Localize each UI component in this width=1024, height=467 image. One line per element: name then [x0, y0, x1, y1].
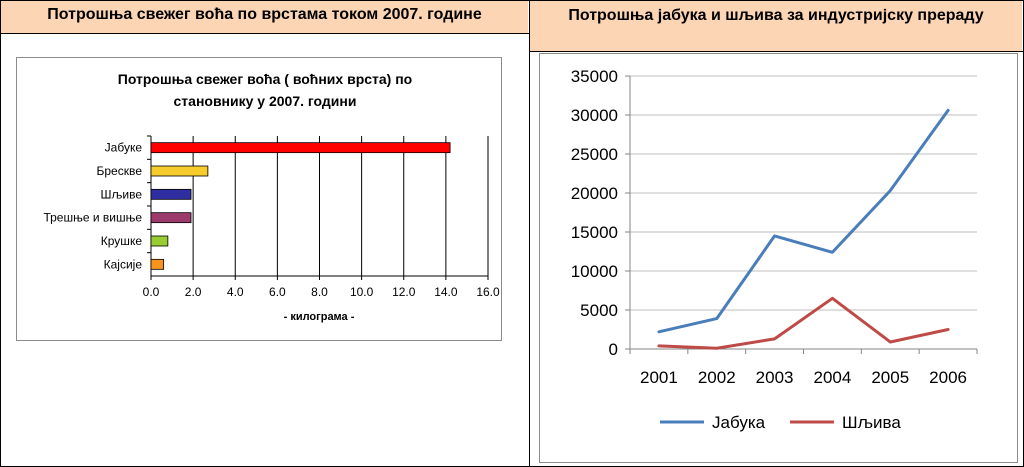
bar-chart: Потрошња свежег воћа ( воћних врста) по … — [43, 71, 500, 323]
right-header-title: Потрошња јабука и шљива за индустријску … — [568, 7, 984, 24]
line-y-tick-label: 0 — [609, 340, 618, 359]
line-series-1 — [657, 296, 950, 350]
bar-3 — [150, 212, 192, 224]
line-y-tick-label: 15000 — [571, 223, 618, 242]
bar-x-tick-label: 4.0 — [227, 285, 244, 299]
line-series-0 — [657, 108, 950, 334]
bar-4 — [150, 235, 169, 247]
bar-x-tick-label: 8.0 — [311, 285, 328, 299]
line-y-tick-label: 10000 — [571, 262, 618, 281]
bar-x-tick-label: 0.0 — [143, 285, 160, 299]
bar-x-tick-label: 14.0 — [434, 285, 458, 299]
bar-category-label: Шљиве — [101, 187, 143, 201]
bar-category-label: Кајсије — [104, 257, 143, 271]
line-x-tick-label: 2003 — [756, 368, 794, 387]
line-y-tick-label: 5000 — [580, 301, 618, 320]
bar-5 — [150, 258, 165, 270]
line-x-tick-label: 2006 — [929, 368, 967, 387]
table-border-top — [0, 0, 1024, 1]
bar-category-label: Јабуке — [105, 141, 143, 155]
right-header-cell: Потрошња јабука и шљива за индустријску … — [530, 1, 1022, 51]
line-x-tick-label: 2002 — [698, 368, 736, 387]
line-x-tick-label: 2005 — [871, 368, 909, 387]
table-border-left — [0, 0, 1, 467]
bar-0 — [150, 142, 451, 154]
bar-x-tick-label: 10.0 — [350, 285, 374, 299]
left-header-cell: Потрошња свежег воћа по врстама током 20… — [1, 1, 528, 33]
line-x-tick-label: 2004 — [814, 368, 852, 387]
left-header-title: Потрошња свежег воћа по врстама током 20… — [47, 6, 482, 23]
line-chart: 0 5000 10000 15000 20000 25000 30000 35000 2001… — [571, 67, 978, 432]
right-header-divider — [529, 51, 1024, 52]
bar-1 — [150, 165, 209, 177]
bar-category-label: Крушке — [101, 234, 143, 248]
legend-label-0: Јабука — [712, 413, 766, 432]
bar-x-tick-label: 2.0 — [185, 285, 202, 299]
line-y-tick-label: 35000 — [571, 67, 618, 86]
bar-chart-title-line-1: Потрошња свежег воћа ( воћних врста) по — [118, 71, 412, 87]
line-chart-panel: 0 5000 10000 15000 20000 25000 30000 35000 2001… — [539, 53, 1018, 463]
legend-label-1: Шљива — [842, 413, 901, 432]
bar-chart-panel: Потрошња свежег воћа ( воћних врста) по … — [16, 57, 502, 341]
bar-x-tick-label: 12.0 — [392, 285, 416, 299]
bar-category-label: Трешње и вишње — [43, 211, 142, 225]
bar-2 — [150, 188, 192, 200]
line-y-tick-label: 25000 — [571, 145, 618, 164]
table-column-divider — [529, 0, 530, 467]
bar-x-tick-label: 6.0 — [269, 285, 286, 299]
line-x-tick-label: 2001 — [640, 368, 678, 387]
line-y-tick-label: 20000 — [571, 184, 618, 203]
bar-category-label: Бресквe — [96, 164, 142, 178]
bar-x-tick-label: 16.0 — [476, 285, 500, 299]
left-header-divider — [0, 33, 529, 34]
bar-chart-title-line-2: становнику у 2007. години — [174, 93, 357, 109]
bar-chart-x-axis-label: - килограма - — [284, 311, 355, 323]
line-y-tick-label: 30000 — [571, 106, 618, 125]
